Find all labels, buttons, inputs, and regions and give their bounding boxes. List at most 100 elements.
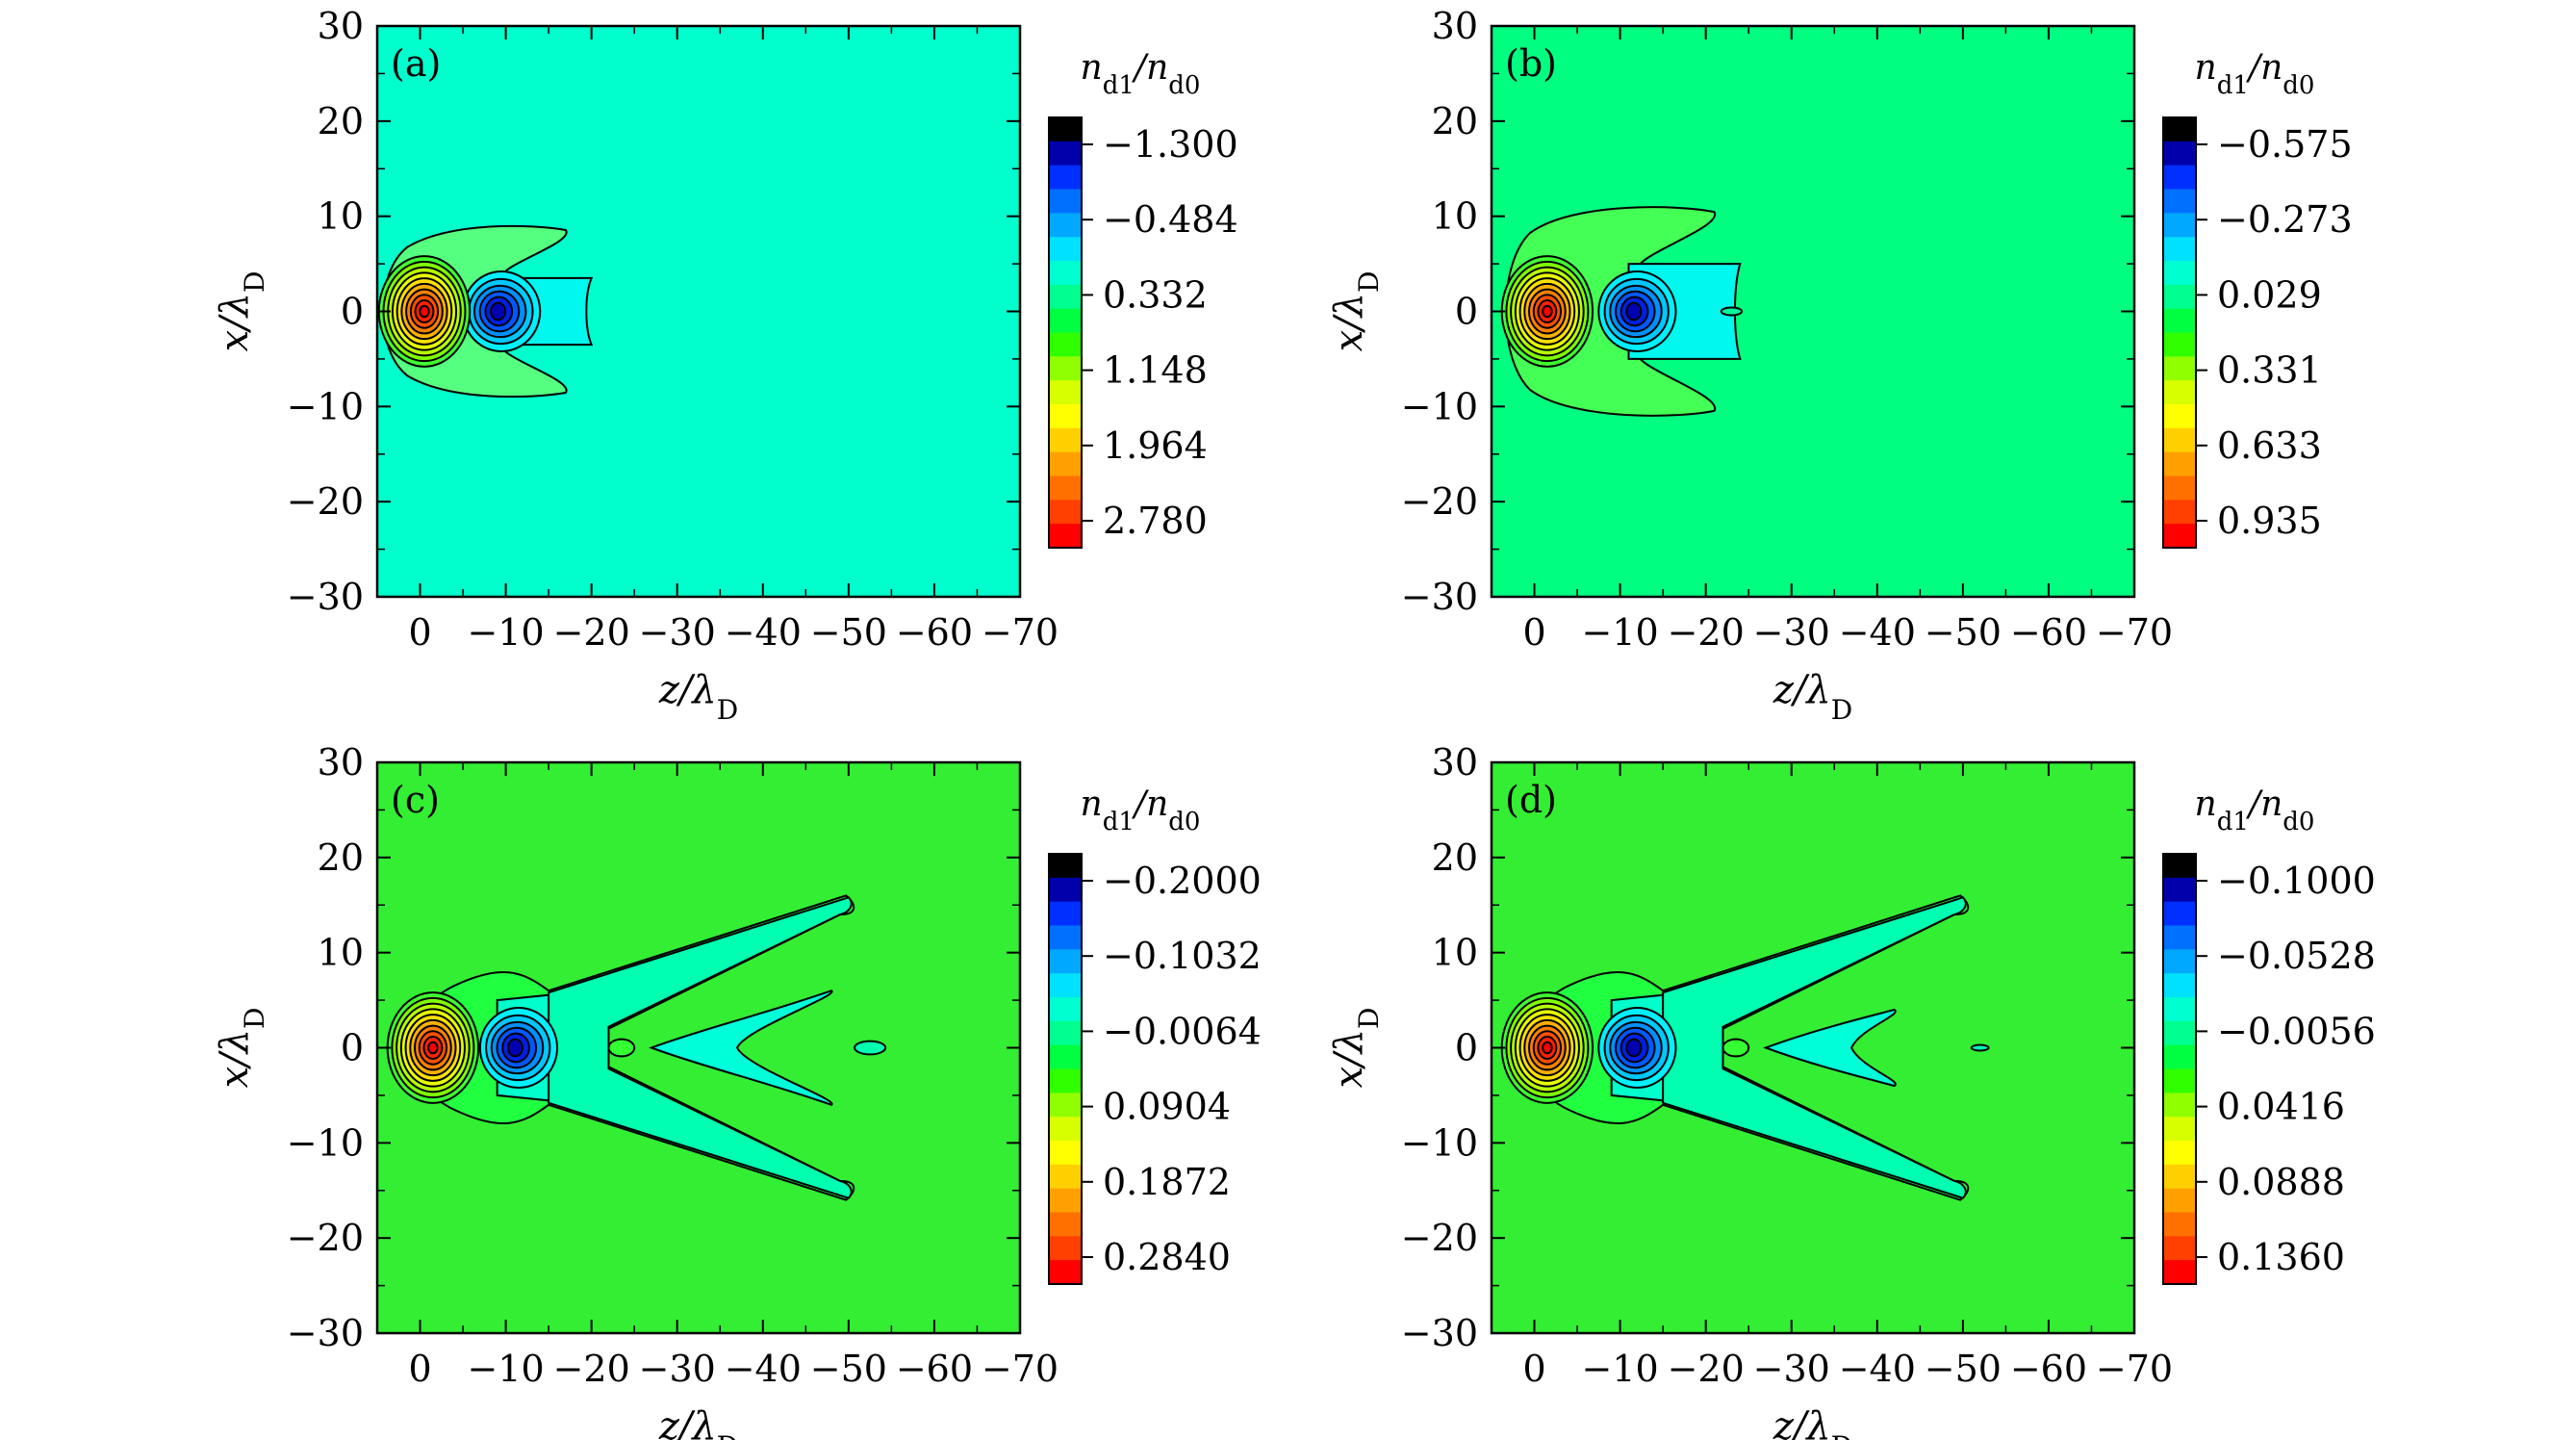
colorbar-label: 0.029 <box>2217 273 2322 316</box>
inner-wing-contour <box>649 990 833 1106</box>
x-tick-label: −30 <box>1753 611 1830 654</box>
svg-text:z/λD: z/λD <box>658 1404 738 1440</box>
x-tick-label: −50 <box>1925 1348 2002 1390</box>
y-tick-label: −20 <box>1401 1217 1478 1259</box>
x-axis-title: z/λD <box>658 1404 738 1440</box>
colorbar-swatch <box>1049 165 1082 190</box>
colorbar-swatch <box>2163 237 2196 262</box>
colorbar-swatch <box>1049 451 1082 476</box>
y-tick-label: 30 <box>318 741 364 784</box>
colorbar-swatch <box>1049 237 1082 262</box>
colorbar-frame <box>1048 853 1083 1285</box>
colorbar-swatch <box>2163 949 2196 974</box>
svg-text:z/λD: z/λD <box>1773 668 1852 726</box>
colorbar-swatch <box>1049 213 1082 238</box>
x-tick-label: −50 <box>1925 611 2002 654</box>
x-tick-label: −70 <box>982 611 1058 654</box>
svg-text:x/λD: x/λD <box>1327 271 1385 352</box>
contour-layer <box>377 224 594 399</box>
colorbar-swatch <box>2163 973 2196 998</box>
colorbar-swatch <box>2163 451 2196 476</box>
x-tick-label: −30 <box>639 611 716 654</box>
colorbar-label: −0.484 <box>1103 198 1238 241</box>
y-tick-label: 10 <box>1432 195 1478 238</box>
colorbar-label: −0.0064 <box>1103 1010 1262 1052</box>
inner-wing-contour <box>1763 1008 1897 1088</box>
svg-text:z/λD: z/λD <box>1773 1404 1852 1440</box>
y-tick-label: 10 <box>318 932 364 974</box>
x-tick-label: 0 <box>408 1348 431 1390</box>
colorbar-swatch <box>2163 901 2196 926</box>
small-contour <box>1970 1043 1990 1052</box>
colorbar-swatch <box>2163 189 2196 214</box>
small-contour <box>854 1040 887 1056</box>
colorbar-swatch <box>1049 524 1082 549</box>
x-tick-label: −20 <box>553 1348 630 1390</box>
colorbar-label: 1.964 <box>1103 424 1208 467</box>
colorbar-label: 2.780 <box>1103 500 1208 542</box>
svg-text:x/λD: x/λD <box>213 1008 270 1089</box>
colorbar-swatch <box>1049 117 1082 142</box>
y-tick-label: −30 <box>287 576 364 618</box>
colorbar-title: nd1/nd0 <box>2195 784 2315 836</box>
panel-c: 0 −10 −20 −30 −40 −50 −60 −703020100−10−20−30(c… <box>213 741 1262 1440</box>
colorbar-swatch <box>1049 997 1082 1022</box>
colorbar-swatch <box>1049 284 1082 310</box>
negative-peak-contour <box>1625 301 1643 321</box>
colorbar-swatch <box>1049 404 1082 429</box>
colorbar-frame <box>2162 116 2197 549</box>
wing-band-contour <box>1662 896 1967 1199</box>
svg-text:x/λD: x/λD <box>213 271 270 352</box>
colorbar-swatch <box>1049 949 1082 974</box>
y-tick-label: 20 <box>1432 836 1478 879</box>
colorbar-label: −0.575 <box>2217 123 2353 166</box>
colorbar-swatch <box>2163 404 2196 429</box>
colorbar-swatch <box>2163 1260 2196 1285</box>
y-tick-label: 10 <box>1432 932 1478 974</box>
negative-peak-contour <box>490 301 507 321</box>
x-axis-title: z/λD <box>658 668 738 726</box>
x-tick-label: −10 <box>467 1348 544 1390</box>
y-tick-label: 0 <box>1455 291 1478 333</box>
colorbar-swatch <box>1049 427 1082 453</box>
y-tick-label: −10 <box>287 385 364 427</box>
colorbar-swatch <box>1049 380 1082 405</box>
colorbar-swatch <box>2163 165 2196 190</box>
colorbar-title: nd1/nd0 <box>1081 48 1201 100</box>
svg-text:x/λD: x/λD <box>1327 1008 1385 1089</box>
x-tick-label: −60 <box>2010 1348 2087 1390</box>
colorbar-swatch <box>1049 1141 1082 1166</box>
colorbar-swatch <box>2163 1188 2196 1213</box>
colorbar-swatch <box>2163 213 2196 238</box>
panel-label: (a) <box>391 42 441 85</box>
colorbar-swatch <box>2163 1141 2196 1166</box>
colorbar-label: −0.2000 <box>1103 860 1262 902</box>
y-tick-label: 30 <box>318 5 364 47</box>
panel-a: 0 −10 −20 −30 −40 −50 −60 −703020100−10−20−30(a… <box>213 5 1238 726</box>
colorbar-swatch <box>2163 476 2196 501</box>
y-axis-title: x/λD <box>1327 271 1385 352</box>
colorbar-swatch <box>2163 1212 2196 1237</box>
x-tick-label: −40 <box>725 611 802 654</box>
colorbar-swatch <box>2163 1044 2196 1069</box>
y-axis-title: x/λD <box>213 1008 270 1089</box>
colorbar-label: −0.273 <box>2217 198 2353 241</box>
panel-label: (b) <box>1505 42 1557 85</box>
positive-peak-contour <box>419 304 430 319</box>
colorbar-swatch <box>1049 332 1082 357</box>
colorbar-swatch <box>1049 1020 1082 1046</box>
contour-layer <box>1500 206 1744 417</box>
colorbar-label: 0.935 <box>2217 500 2322 542</box>
colorbar-frame <box>2162 853 2197 1285</box>
colorbar-label: 0.0888 <box>2217 1161 2345 1203</box>
colorbar-swatch <box>1049 1260 1082 1285</box>
colorbar-swatch <box>1049 877 1082 903</box>
x-tick-label: −10 <box>1581 1348 1658 1390</box>
y-tick-label: 30 <box>1432 741 1478 784</box>
colorbar-swatch <box>2163 427 2196 453</box>
x-axis-title: z/λD <box>1773 1404 1852 1440</box>
colorbar-swatch <box>2163 997 2196 1022</box>
colorbar-label: 0.2840 <box>1103 1236 1231 1278</box>
colorbar-swatch <box>2163 1117 2196 1142</box>
colorbar: nd1/nd0 −0.2000 −0.1032 −0.0064 0.0904 0.1872… <box>1048 784 1262 1285</box>
